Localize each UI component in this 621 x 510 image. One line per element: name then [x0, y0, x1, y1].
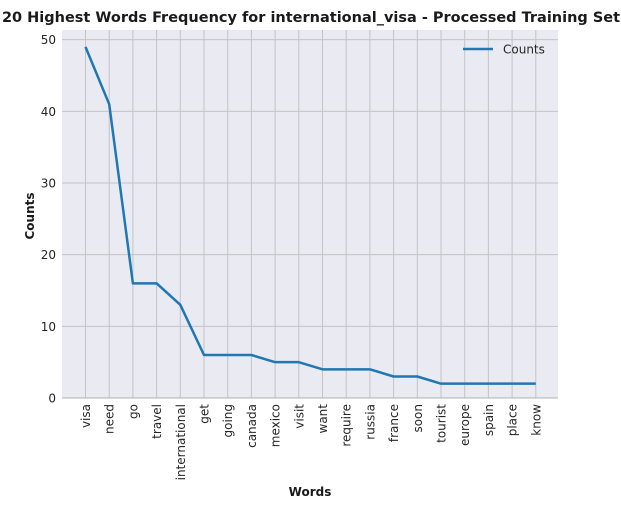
legend-label: Counts [503, 43, 545, 57]
y-tick-label: 20 [41, 248, 56, 262]
grid [62, 30, 558, 399]
data-point [249, 353, 253, 357]
x-tick-label: russia [363, 404, 377, 440]
x-tick-label: place [506, 404, 520, 436]
x-tick-label: international [174, 404, 188, 480]
x-tick-label: spain [482, 404, 496, 436]
x-axis-label: Words [289, 485, 332, 499]
data-point [131, 281, 135, 285]
data-point [439, 382, 443, 386]
data-point [321, 367, 325, 371]
data-point [510, 382, 514, 386]
x-axis-ticks: visa need go travel international get going can… [79, 404, 543, 481]
y-axis-label: Counts [23, 192, 37, 239]
x-tick-label: want [316, 404, 330, 434]
series-line-counts [84, 46, 536, 385]
series-layer [84, 45, 538, 386]
x-tick-label: mexico [269, 404, 283, 447]
data-point [107, 102, 111, 106]
x-tick-label: travel [150, 404, 164, 439]
x-tick-label: tourist [435, 404, 449, 443]
x-tick-label: going [221, 404, 235, 438]
data-point [368, 367, 372, 371]
data-point [297, 360, 301, 364]
x-tick-label: need [103, 404, 117, 434]
data-point [463, 382, 467, 386]
x-tick-label: require [340, 404, 354, 447]
data-point [155, 281, 159, 285]
x-tick-label: visa [79, 404, 93, 428]
x-tick-label: canada [245, 404, 259, 448]
y-tick-label: 10 [41, 320, 56, 334]
data-point [202, 353, 206, 357]
x-tick-label: get [198, 404, 212, 424]
x-tick-label: soon [411, 404, 425, 433]
legend: Counts [463, 43, 545, 57]
data-point [178, 303, 182, 307]
data-point [392, 375, 396, 379]
x-tick-label: know [529, 404, 543, 436]
x-tick-label: go [126, 404, 140, 419]
x-tick-label: france [387, 404, 401, 442]
data-point [486, 382, 490, 386]
y-tick-label: 0 [48, 392, 56, 406]
x-tick-label: visit [292, 404, 306, 429]
data-point [273, 360, 277, 364]
x-tick-label: europe [458, 404, 472, 446]
data-point [344, 367, 348, 371]
data-point [84, 45, 88, 49]
data-point [226, 353, 230, 357]
data-point [534, 382, 538, 386]
y-tick-label: 40 [41, 105, 56, 119]
data-point [415, 375, 419, 379]
y-tick-label: 50 [41, 33, 56, 47]
y-axis-ticks: 0 10 20 30 40 50 [41, 33, 56, 405]
chart-title: 20 Highest Words Frequency for internati… [2, 10, 620, 26]
plot-area [62, 30, 558, 398]
y-tick-label: 30 [41, 177, 56, 191]
